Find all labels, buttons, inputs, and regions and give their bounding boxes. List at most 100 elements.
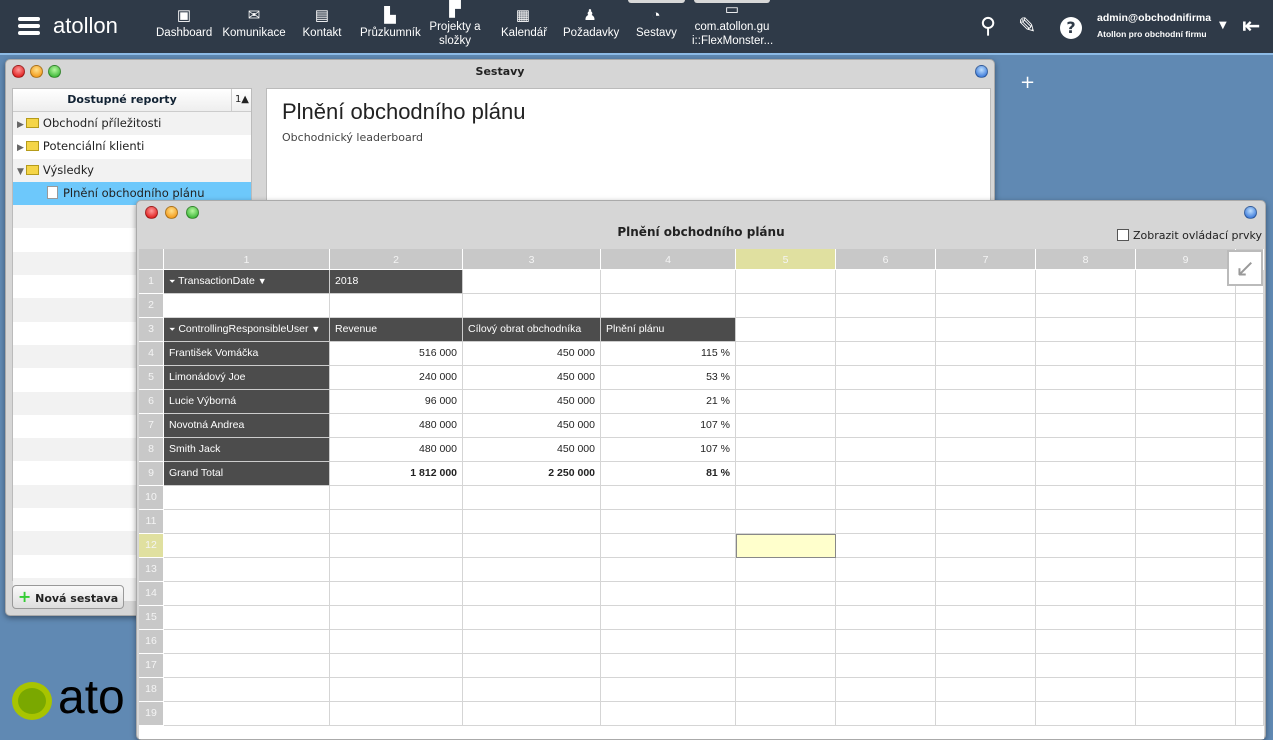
column-header[interactable]: 5 bbox=[736, 249, 836, 270]
grid-cell[interactable]: Smith Jack bbox=[164, 438, 330, 462]
grid-cell[interactable] bbox=[463, 486, 601, 510]
grid-cell[interactable] bbox=[736, 342, 836, 366]
maximize-button[interactable] bbox=[48, 65, 61, 78]
tools-icon[interactable]: ✎ bbox=[1018, 14, 1037, 39]
grid-cell[interactable] bbox=[936, 486, 1036, 510]
logout-icon[interactable]: ⇤ bbox=[1242, 14, 1261, 39]
grid-cell[interactable] bbox=[601, 510, 736, 534]
grid-cell[interactable] bbox=[601, 270, 736, 294]
collapse-triangle-icon[interactable]: ▶ bbox=[17, 120, 24, 130]
grid-cell[interactable] bbox=[836, 462, 936, 486]
grid-cell[interactable] bbox=[836, 438, 936, 462]
grid-cell[interactable] bbox=[1136, 606, 1236, 630]
column-header[interactable]: 9 bbox=[1136, 249, 1236, 270]
grid-cell[interactable] bbox=[836, 606, 936, 630]
grid-cell[interactable] bbox=[164, 486, 330, 510]
grid-cell[interactable] bbox=[601, 294, 736, 318]
grid-cell[interactable] bbox=[1236, 318, 1264, 342]
grid-cell[interactable] bbox=[936, 654, 1036, 678]
grid-cell[interactable] bbox=[1236, 366, 1264, 390]
show-controls-checkbox[interactable]: Zobrazit ovládací prvky bbox=[1116, 229, 1262, 242]
row-header[interactable]: 7 bbox=[139, 414, 164, 438]
grid-cell[interactable] bbox=[736, 438, 836, 462]
menu-icon[interactable] bbox=[18, 17, 40, 38]
grid-cell[interactable] bbox=[601, 678, 736, 702]
grid-cell[interactable]: 115 % bbox=[601, 342, 736, 366]
grid-cell[interactable]: 107 % bbox=[601, 414, 736, 438]
grid-cell[interactable] bbox=[330, 582, 463, 606]
grid-cell[interactable] bbox=[1036, 678, 1136, 702]
column-header[interactable]: 8 bbox=[1036, 249, 1136, 270]
grid-cell[interactable] bbox=[836, 582, 936, 606]
grid-cell[interactable] bbox=[1036, 654, 1136, 678]
grid-cell[interactable] bbox=[736, 678, 836, 702]
grid-cell[interactable] bbox=[463, 510, 601, 534]
grid-cell[interactable] bbox=[601, 582, 736, 606]
user-menu[interactable]: admin@obchodnifirma Atollon pro obchodní … bbox=[1097, 12, 1212, 39]
grid-cell[interactable] bbox=[1036, 582, 1136, 606]
grid-cell[interactable] bbox=[1136, 318, 1236, 342]
pivot-field-header[interactable]: ⏷ TransactionDate ▼ bbox=[164, 270, 330, 294]
grid-cell[interactable] bbox=[736, 390, 836, 414]
grid-cell[interactable] bbox=[836, 510, 936, 534]
grid-cell[interactable]: 96 000 bbox=[330, 390, 463, 414]
row-header[interactable]: 4 bbox=[139, 342, 164, 366]
grid-cell[interactable] bbox=[330, 606, 463, 630]
search-icon[interactable]: ⚲ bbox=[980, 14, 997, 39]
grid-cell[interactable]: 107 % bbox=[601, 438, 736, 462]
selected-cell[interactable] bbox=[736, 534, 836, 558]
grid-cell[interactable]: Revenue bbox=[330, 318, 463, 342]
grid-cell[interactable] bbox=[736, 510, 836, 534]
grid-cell[interactable] bbox=[736, 462, 836, 486]
grid-cell[interactable] bbox=[1036, 414, 1136, 438]
grid-cell[interactable] bbox=[601, 702, 736, 726]
grid-cell[interactable] bbox=[1236, 510, 1264, 534]
grid-cell[interactable] bbox=[1136, 462, 1236, 486]
grid-cell[interactable] bbox=[1136, 390, 1236, 414]
grid-cell[interactable] bbox=[736, 294, 836, 318]
grid-cell[interactable] bbox=[330, 486, 463, 510]
grid-cell[interactable] bbox=[1036, 558, 1136, 582]
collapse-icon[interactable]: ⏷ bbox=[169, 325, 176, 334]
grid-cell[interactable] bbox=[836, 702, 936, 726]
grid-cell[interactable] bbox=[736, 702, 836, 726]
grid-cell[interactable] bbox=[736, 486, 836, 510]
grid-cell[interactable] bbox=[1136, 270, 1236, 294]
grid-cell[interactable] bbox=[601, 534, 736, 558]
grid-cell[interactable] bbox=[836, 294, 936, 318]
collapse-triangle-icon[interactable]: ▶ bbox=[17, 143, 24, 154]
row-header[interactable]: 3 bbox=[139, 318, 164, 342]
grid-cell[interactable] bbox=[1136, 486, 1236, 510]
tree-item[interactable]: Plnění obchodního plánu bbox=[13, 181, 251, 206]
grid-cell[interactable] bbox=[1236, 534, 1264, 558]
grid-cell[interactable] bbox=[463, 294, 601, 318]
nav-dashboard[interactable]: ▣ Dashboard bbox=[156, 7, 213, 39]
grid-cell[interactable] bbox=[1036, 534, 1136, 558]
grid-cell[interactable] bbox=[736, 630, 836, 654]
grid-cell[interactable]: 480 000 bbox=[330, 438, 463, 462]
grid-cell[interactable] bbox=[936, 534, 1036, 558]
row-header[interactable]: 9 bbox=[139, 462, 164, 486]
grid-cell[interactable]: 2 250 000 bbox=[463, 462, 601, 486]
grid-cell[interactable] bbox=[936, 414, 1036, 438]
grid-cell[interactable]: 450 000 bbox=[463, 438, 601, 462]
grid-cell[interactable] bbox=[1136, 510, 1236, 534]
grid-cell[interactable] bbox=[836, 366, 936, 390]
grid-cell[interactable] bbox=[164, 702, 330, 726]
grid-cell[interactable] bbox=[1136, 414, 1236, 438]
grid-cell[interactable] bbox=[1236, 390, 1264, 414]
grid-cell[interactable] bbox=[936, 582, 1036, 606]
grid-cell[interactable] bbox=[936, 606, 1036, 630]
grid-cell[interactable] bbox=[1036, 630, 1136, 654]
grid-cell[interactable]: František Vomáčka bbox=[164, 342, 330, 366]
grid-cell[interactable] bbox=[1136, 558, 1236, 582]
grid-cell[interactable] bbox=[164, 654, 330, 678]
column-header[interactable]: 7 bbox=[936, 249, 1036, 270]
pivot-field-header[interactable]: ⏷ ControllingResponsibleUser ▼ bbox=[164, 318, 330, 342]
row-header[interactable]: 17 bbox=[139, 654, 164, 678]
grid-cell[interactable]: 450 000 bbox=[463, 366, 601, 390]
grid-cell[interactable] bbox=[1236, 462, 1264, 486]
grid-cell[interactable] bbox=[1236, 414, 1264, 438]
row-header[interactable]: 15 bbox=[139, 606, 164, 630]
grid-cell[interactable] bbox=[601, 654, 736, 678]
